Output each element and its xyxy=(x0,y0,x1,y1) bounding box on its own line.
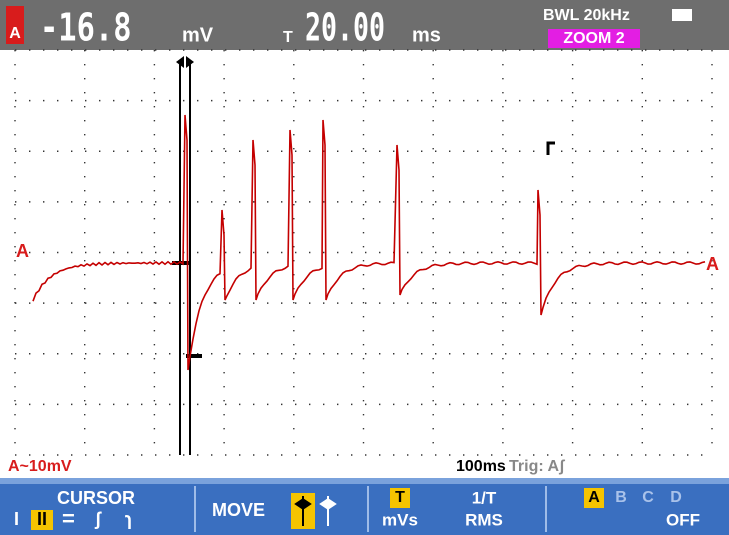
softkey-bar xyxy=(0,478,729,535)
bandwidth: BWL 20kHz xyxy=(543,7,630,24)
softkey-title: T xyxy=(395,489,405,506)
softkey-option: A xyxy=(588,489,600,506)
softkey-title: 1/T xyxy=(472,488,497,507)
softkey-bar-top xyxy=(0,478,729,484)
move-icon xyxy=(294,496,312,526)
scale: A~10mV xyxy=(8,458,72,475)
trigger: Trig: Aʃ xyxy=(509,458,565,475)
softkey-title: MOVE xyxy=(212,500,265,520)
cursor-mark xyxy=(186,354,202,358)
marker-right: A xyxy=(706,254,719,274)
zoom-badge xyxy=(548,29,640,48)
option-highlight xyxy=(584,488,604,508)
softkey-option: II xyxy=(37,509,47,529)
cursor-handle xyxy=(176,56,194,68)
marker-left: A xyxy=(16,241,29,261)
time-unit: ms xyxy=(412,24,441,46)
softkey-measure[interactable]: T mVs 1/T RMS xyxy=(382,488,503,529)
channel-badge xyxy=(6,6,24,44)
graticule xyxy=(14,49,713,456)
waveform xyxy=(32,114,706,371)
softkey-move[interactable]: MOVE xyxy=(212,493,337,529)
reading-unit: mV xyxy=(182,24,214,46)
trigger-symbol xyxy=(546,141,555,155)
softkey-title: CURSOR xyxy=(57,488,135,508)
softkey-option: C xyxy=(642,489,654,506)
softkey-sub: OFF xyxy=(666,510,700,529)
softkey-option: B xyxy=(615,489,627,506)
time-icon: T xyxy=(283,29,293,46)
softkey-sub: RMS xyxy=(465,510,503,529)
channel-label: A xyxy=(9,25,21,42)
softkey-option: = xyxy=(62,506,75,531)
softkey-option: D xyxy=(670,489,682,506)
softkey-option: I xyxy=(14,509,19,529)
softkey-channel[interactable]: A B C D OFF xyxy=(584,488,700,529)
move-icon xyxy=(319,496,337,526)
timebase: 100ms xyxy=(456,458,506,475)
option-highlight xyxy=(31,510,53,530)
softkey-cursor[interactable]: CURSOR I II = ʃ ɿ xyxy=(14,488,135,531)
battery-icon xyxy=(672,9,692,21)
softkey-sub: mVs xyxy=(382,510,418,529)
reading: -16.8 xyxy=(40,6,132,50)
softkey-option: ʃ xyxy=(94,509,102,529)
option-highlight xyxy=(390,488,410,508)
time-reading: 20.00 xyxy=(305,6,385,50)
softkey-option: ɿ xyxy=(125,509,132,529)
zoom: ZOOM 2 xyxy=(563,30,624,47)
